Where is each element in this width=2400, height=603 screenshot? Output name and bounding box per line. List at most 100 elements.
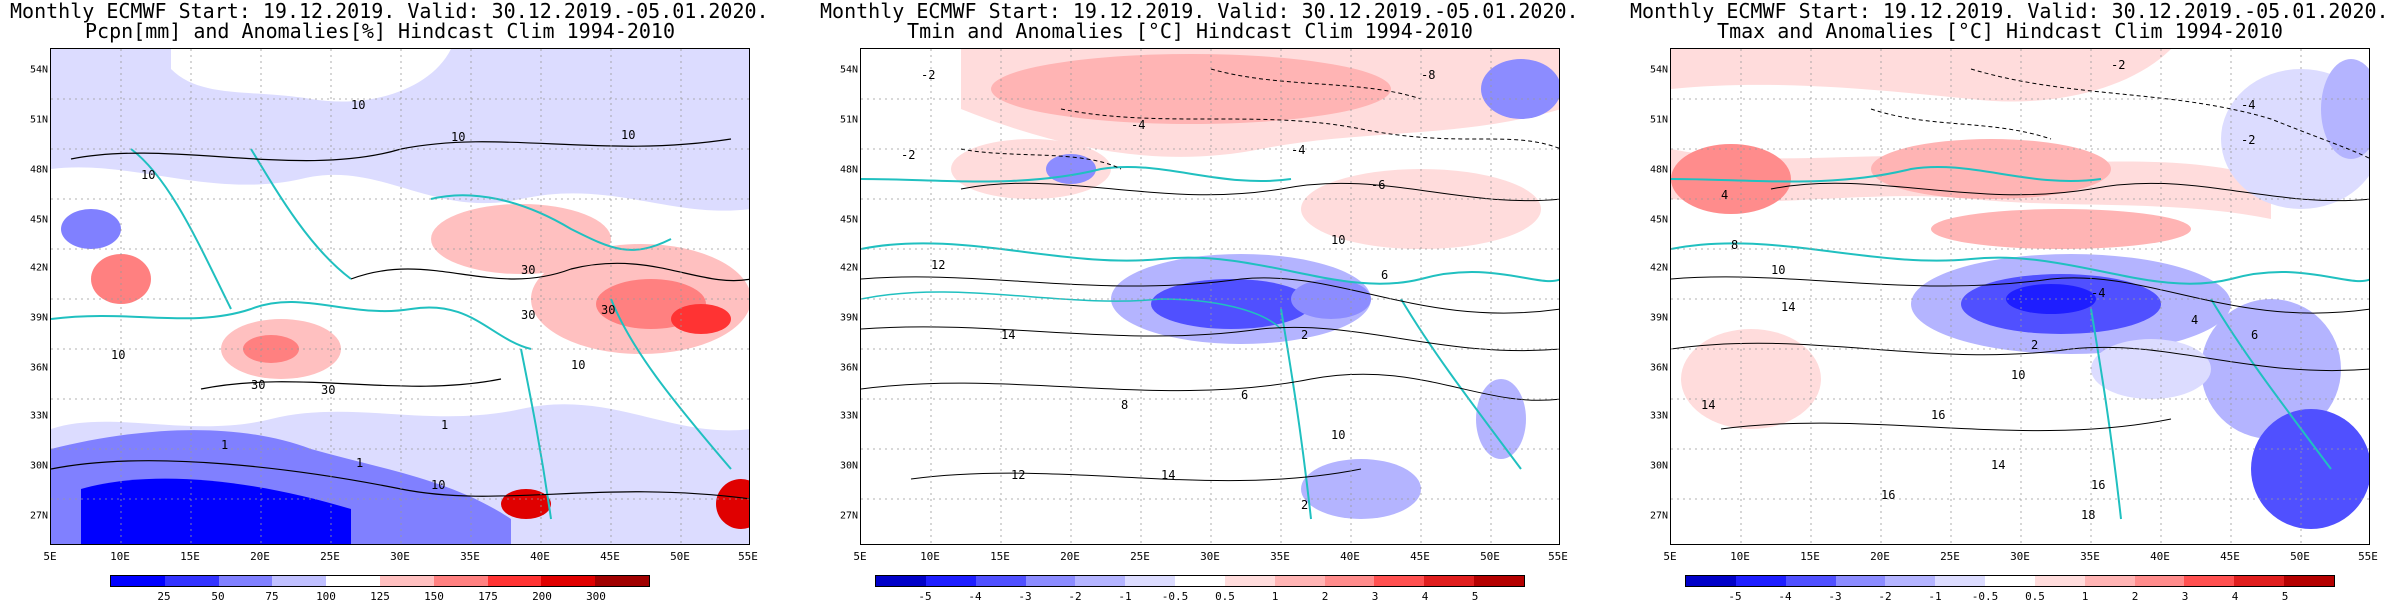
- contour-label: 10: [111, 348, 125, 362]
- colorbar-cell: [164, 576, 219, 586]
- lon-label: 5E: [1663, 550, 1677, 563]
- lat-label: 48N: [1649, 164, 1668, 176]
- contour-label: 10: [351, 98, 365, 112]
- colorbar-cell: [2084, 576, 2135, 586]
- lat-label: 36N: [839, 362, 858, 374]
- contour-label: 6: [1241, 388, 1248, 402]
- colorbar-label: -4: [968, 590, 982, 603]
- contour-label: 1: [221, 438, 228, 452]
- lat-label: 54N: [839, 64, 858, 76]
- lat-label: 33N: [29, 410, 48, 422]
- lon-label: 10E: [110, 550, 130, 563]
- colorbar-label: 150: [424, 590, 444, 603]
- contour-label: 4: [2191, 313, 2198, 327]
- lon-label: 45E: [1410, 550, 1430, 563]
- lon-label: 15E: [180, 550, 200, 563]
- colorbar-cell: [218, 576, 273, 586]
- colorbar-cell: [2234, 576, 2285, 586]
- colorbar-cell: [2284, 576, 2334, 586]
- lat-label: 30N: [1649, 460, 1668, 472]
- lon-label: 55E: [1548, 550, 1568, 563]
- map-precip-field: 10 10 10 10 30 30 30 30 10 30 10 1 1 10 …: [51, 49, 749, 544]
- contour-label: 16: [1931, 408, 1945, 422]
- contour-label: 2: [2031, 338, 2038, 352]
- colorbar-cell: [326, 576, 380, 586]
- lon-label: 45E: [600, 550, 620, 563]
- lon-label: 40E: [530, 550, 550, 563]
- panel-title-line1: Monthly ECMWF Start: 19.12.2019. Valid: …: [10, 0, 769, 23]
- colorbar-cell: [487, 576, 542, 586]
- colorbar-label: -2: [1068, 590, 1082, 603]
- lon-label: 20E: [1870, 550, 1890, 563]
- colorbar-cell: [1424, 576, 1475, 586]
- contour-label: 8: [1731, 238, 1738, 252]
- lon-label: 50E: [1480, 550, 1500, 563]
- lon-label: 40E: [1340, 550, 1360, 563]
- colorbar-label: 2: [2131, 590, 2139, 603]
- colorbar-cell: [379, 576, 434, 586]
- contour-label: 10: [2011, 368, 2025, 382]
- lon-label: 35E: [2080, 550, 2100, 563]
- colorbar-cell: [1075, 576, 1126, 586]
- lat-label: 30N: [29, 460, 48, 472]
- lon-label: 20E: [1060, 550, 1080, 563]
- colorbar-cell: [2034, 576, 2085, 586]
- colorbar-label: 3: [2181, 590, 2189, 603]
- lon-label: 10E: [920, 550, 940, 563]
- colorbar-cell: [1474, 576, 1524, 586]
- colorbar-cell: [1885, 576, 1936, 586]
- colorbar-tmax: [1685, 575, 2335, 587]
- contour-label: -2: [2241, 133, 2255, 147]
- lat-label: 36N: [29, 362, 48, 374]
- contour-label: 8: [1121, 398, 1128, 412]
- colorbar-label: 200: [532, 590, 552, 603]
- contour-label: 1: [356, 456, 363, 470]
- lat-label: 54N: [1649, 64, 1668, 76]
- colorbar-label: 1: [2081, 590, 2089, 603]
- contour-label: 10: [571, 358, 585, 372]
- colorbar-label: 4: [1421, 590, 1429, 603]
- colorbar-label: 100: [316, 590, 336, 603]
- colorbar-label: 75: [265, 590, 279, 603]
- lon-label: 15E: [1800, 550, 1820, 563]
- contour-label: 14: [1001, 328, 1015, 342]
- contour-label: 30: [521, 308, 535, 322]
- panel-title-line2: Tmin and Anomalies [°C] Hindcast Clim 19…: [907, 19, 1473, 43]
- panel-title-line2: Pcpn[mm] and Anomalies[%] Hindcast Clim …: [84, 19, 675, 43]
- contour-label: 6: [2251, 328, 2258, 342]
- lon-label: 25E: [320, 550, 340, 563]
- lon-label: 35E: [460, 550, 480, 563]
- colorbar-cell: [272, 576, 327, 586]
- lon-label: 40E: [2150, 550, 2170, 563]
- colorbar-tmin: [875, 575, 1525, 587]
- lon-label: 25E: [1130, 550, 1150, 563]
- lat-label: 36N: [1649, 362, 1668, 374]
- contour-label: -2: [921, 68, 935, 82]
- colorbar-label: -1: [1118, 590, 1132, 603]
- lat-label: 48N: [29, 164, 48, 176]
- lat-label: 51N: [29, 114, 48, 126]
- panel-tmax: Monthly ECMWF Start: 19.12.2019. Valid: …: [1630, 0, 2389, 603]
- colorbar-cell: [2184, 576, 2235, 586]
- contour-label: 12: [1011, 468, 1025, 482]
- colorbar-label: 125: [370, 590, 390, 603]
- colorbar-label: 5: [1471, 590, 1479, 603]
- contour-label: 10: [1331, 233, 1345, 247]
- lat-label: 27N: [29, 510, 48, 522]
- contour-label: -4: [1131, 118, 1145, 132]
- colorbar-label: -5: [918, 590, 932, 603]
- colorbar-label: -5: [1728, 590, 1742, 603]
- colorbar-label: 4: [2231, 590, 2239, 603]
- map-tmin-field: -2 -8 -4 -2 -4 -6 2 6 10 12 14 8 12 2 6 …: [861, 49, 1559, 544]
- lat-label: 42N: [839, 262, 858, 274]
- contour-label: 14: [1991, 458, 2005, 472]
- contour-label: 10: [1771, 263, 1785, 277]
- contour-label: 14: [1781, 300, 1795, 314]
- colorbar-label: 5: [2281, 590, 2289, 603]
- colorbar-cell: [111, 576, 165, 586]
- lon-label: 25E: [1940, 550, 1960, 563]
- contour-label: 10: [451, 130, 465, 144]
- colorbar-label: -1: [1928, 590, 1942, 603]
- colorbar-label: 25: [157, 590, 171, 603]
- colorbar-cell: [1985, 576, 2035, 586]
